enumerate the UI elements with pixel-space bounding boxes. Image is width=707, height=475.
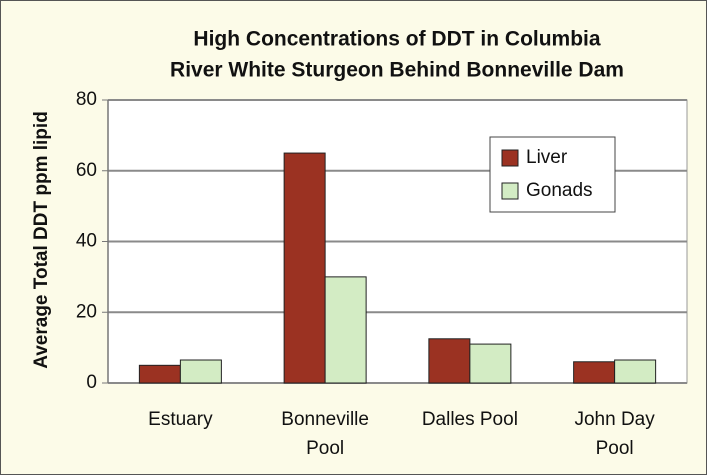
y-tick-label: 0 xyxy=(86,372,97,393)
x-tick-label: John Day xyxy=(574,409,655,430)
chart-title: High Concentrations of DDT in Columbia xyxy=(193,28,600,51)
y-tick-label: 20 xyxy=(76,301,97,322)
bar xyxy=(469,343,512,384)
y-tick-label: 80 xyxy=(76,89,97,110)
legend-label: Liver xyxy=(526,147,568,168)
legend-swatch xyxy=(501,149,519,167)
legend-swatch xyxy=(501,182,519,200)
bar xyxy=(573,361,616,384)
legend-label: Gonads xyxy=(526,180,593,201)
bar xyxy=(283,152,326,384)
bar xyxy=(324,276,367,384)
x-tick-label: Estuary xyxy=(148,409,213,430)
x-tick-label: Pool xyxy=(306,438,344,459)
y-axis-label: Average Total DDT ppm lipid xyxy=(31,111,52,369)
bar xyxy=(179,359,222,384)
chart-title: River White Sturgeon Behind Bonneville D… xyxy=(170,59,624,82)
x-tick-label: Bonneville xyxy=(281,409,369,430)
y-tick-label: 40 xyxy=(76,231,97,252)
x-tick-label: Pool xyxy=(596,438,634,459)
bar xyxy=(428,338,471,384)
x-tick-label: Dalles Pool xyxy=(422,409,518,430)
y-tick-label: 60 xyxy=(76,160,97,181)
bar xyxy=(138,364,181,384)
bar xyxy=(614,359,657,384)
